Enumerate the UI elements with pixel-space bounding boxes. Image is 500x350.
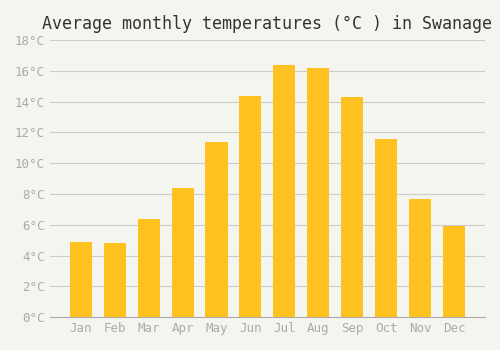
Bar	[443, 226, 465, 317]
Bar	[409, 199, 432, 317]
Bar	[206, 142, 228, 317]
Bar	[274, 65, 295, 317]
Bar	[104, 243, 126, 317]
Bar	[70, 242, 92, 317]
Bar	[342, 97, 363, 317]
Bar	[308, 68, 330, 317]
Bar	[375, 139, 398, 317]
Title: Average monthly temperatures (°C ) in Swanage: Average monthly temperatures (°C ) in Sw…	[42, 15, 492, 33]
Bar	[172, 188, 194, 317]
Bar	[240, 96, 262, 317]
Bar	[138, 219, 160, 317]
